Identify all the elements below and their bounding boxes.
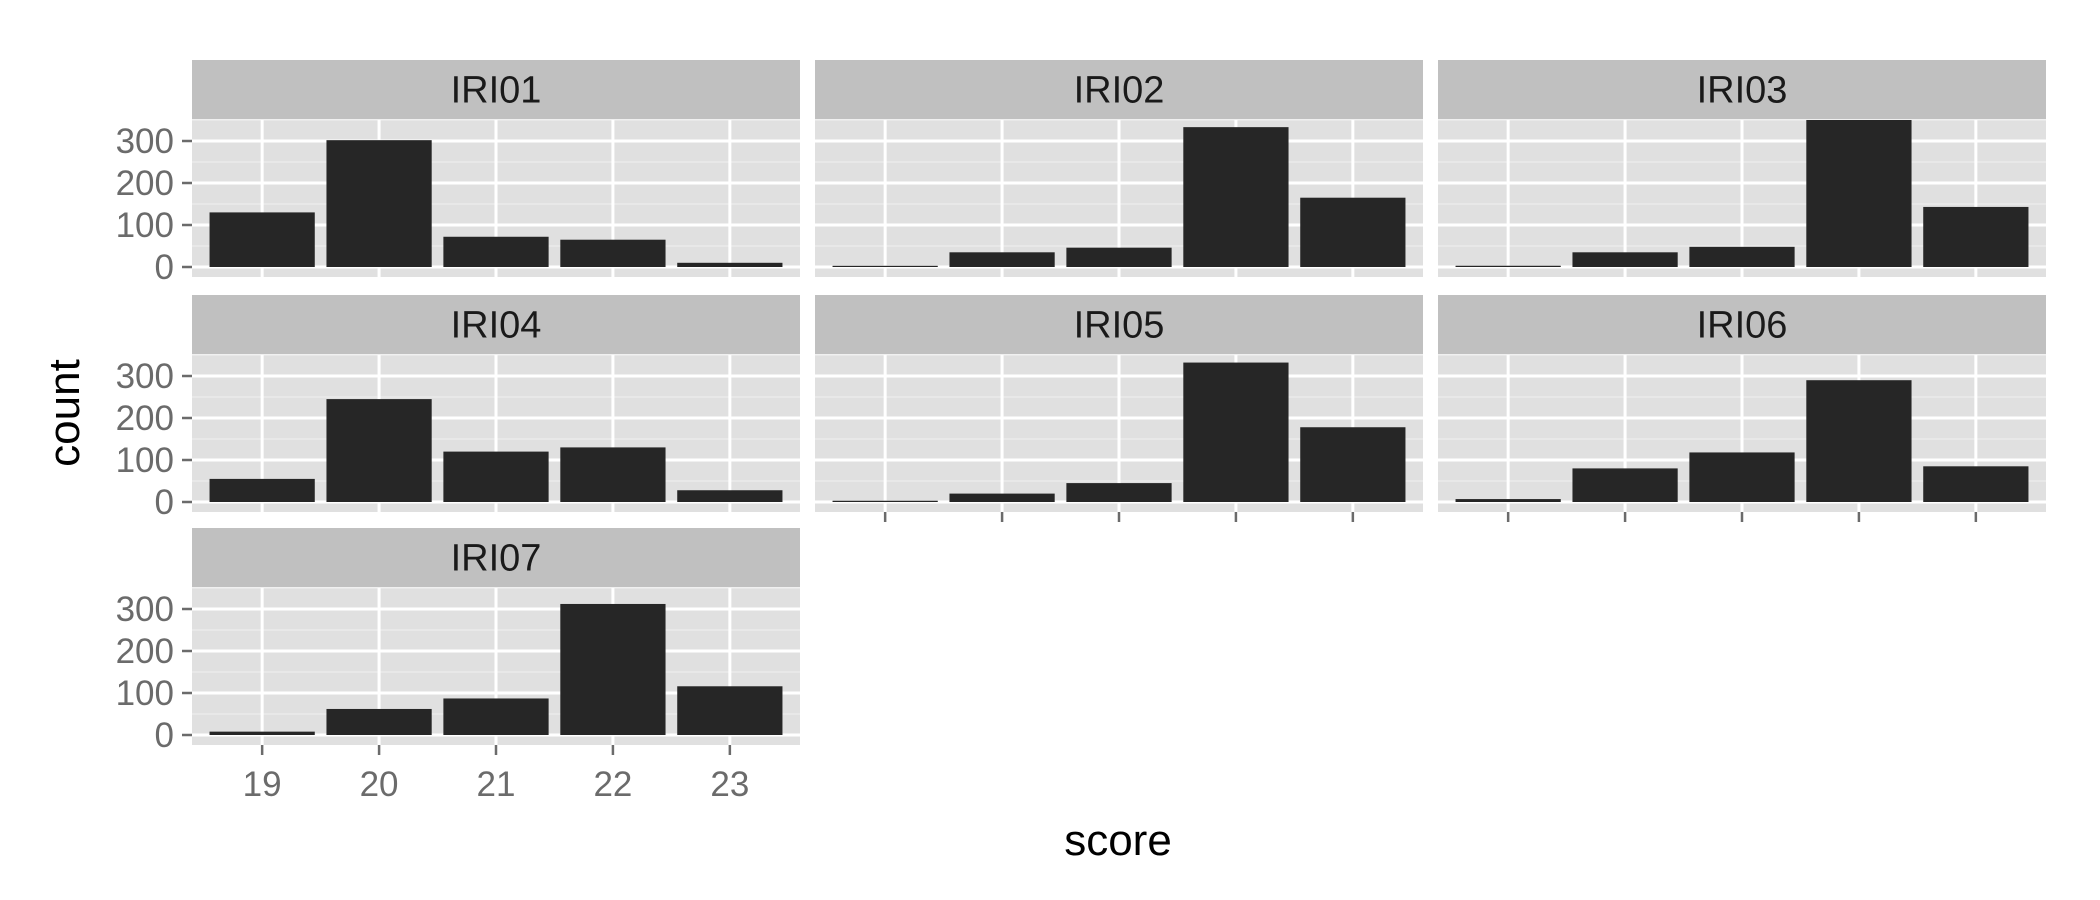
facet-strip [192,528,800,587]
bar-iri05-23 [1300,427,1406,502]
x-tick-label: 23 [710,765,749,804]
bar-iri06-20 [1572,468,1678,502]
bar-iri07-22 [560,603,666,735]
bar-iri03-22 [1806,120,1912,267]
facet-panels: IRI01 IRI02 IRI03 IRI04 IRI05 IRI06 IRI07 [192,60,2046,745]
x-tick-label: 19 [243,765,282,804]
bar-iri04-19 [209,478,315,502]
bar-iri07-20 [326,708,432,735]
y-tick-label: 300 [116,590,174,629]
bar-iri01-23 [677,262,783,267]
y-tick-label: 100 [116,674,174,713]
bar-iri05-22 [1183,362,1289,502]
bar-iri02-21 [1066,247,1172,267]
facet-iri06: IRI06 [1438,295,2046,512]
facet-iri05: IRI05 [815,295,1423,512]
bar-iri02-23 [1300,197,1406,267]
bar-iri02-20 [949,252,1055,267]
bar-iri02-22 [1183,127,1289,267]
facet-strip-label: IRI02 [1074,70,1165,112]
y-tick-label: 0 [155,716,174,755]
bar-iri03-19 [1455,265,1561,267]
bar-iri03-21 [1689,246,1795,267]
facet-strip [192,295,800,354]
facet-strip-label: IRI07 [451,538,542,580]
facet-strip-label: IRI04 [451,305,542,347]
facet-iri02: IRI02 [815,60,1423,277]
facet-strip [192,60,800,119]
facet-iri03: IRI03 [1438,60,2046,277]
bar-iri05-19 [832,500,938,502]
y-tick-label: 200 [116,164,174,203]
bar-iri06-23 [1923,466,2029,502]
bar-iri01-20 [326,140,432,267]
bar-iri03-20 [1572,252,1678,267]
facet-strip [815,295,1423,354]
bar-iri06-21 [1689,452,1795,502]
facet-strip-label: IRI05 [1074,305,1165,347]
x-tick-label: 20 [360,765,399,804]
bar-iri05-21 [1066,483,1172,502]
y-tick-label: 100 [116,206,174,245]
y-tick-label: 200 [116,399,174,438]
bar-iri01-22 [560,239,666,267]
facet-iri01: IRI01 [192,60,800,277]
bar-iri07-23 [677,686,783,735]
y-axis-title: count [40,359,89,467]
y-tick-label: 200 [116,632,174,671]
y-tick-label: 300 [116,122,174,161]
x-tick-label: 22 [593,765,632,804]
bar-iri01-19 [209,212,315,267]
facet-strip [1438,295,2046,354]
bar-iri06-22 [1806,380,1912,502]
facet-strip-label: IRI01 [451,70,542,112]
bar-iri04-22 [560,447,666,502]
x-tick-label: 21 [477,765,516,804]
y-tick-label: 0 [155,248,174,287]
facet-iri04: IRI04 [192,295,800,512]
bar-iri04-23 [677,490,783,502]
bar-iri03-23 [1923,206,2029,267]
y-tick-label: 100 [116,441,174,480]
facet-strip-label: IRI03 [1697,70,1788,112]
y-tick-label: 300 [116,357,174,396]
facet-strip-label: IRI06 [1697,305,1788,347]
bar-iri04-21 [443,451,549,502]
bar-iri01-21 [443,236,549,267]
bar-iri07-21 [443,698,549,735]
bar-iri07-19 [209,731,315,735]
x-axis: 19 20 21 22 23 [243,512,1978,804]
bar-iri04-20 [326,399,432,502]
bar-iri05-20 [949,493,1055,502]
facet-strip [1438,60,2046,119]
facet-strip [815,60,1423,119]
x-axis-title: score [1064,816,1172,865]
bar-iri06-19 [1455,499,1561,502]
y-tick-label: 0 [155,483,174,522]
bar-iri02-19 [832,265,938,267]
facet-iri07: IRI07 [192,528,800,745]
